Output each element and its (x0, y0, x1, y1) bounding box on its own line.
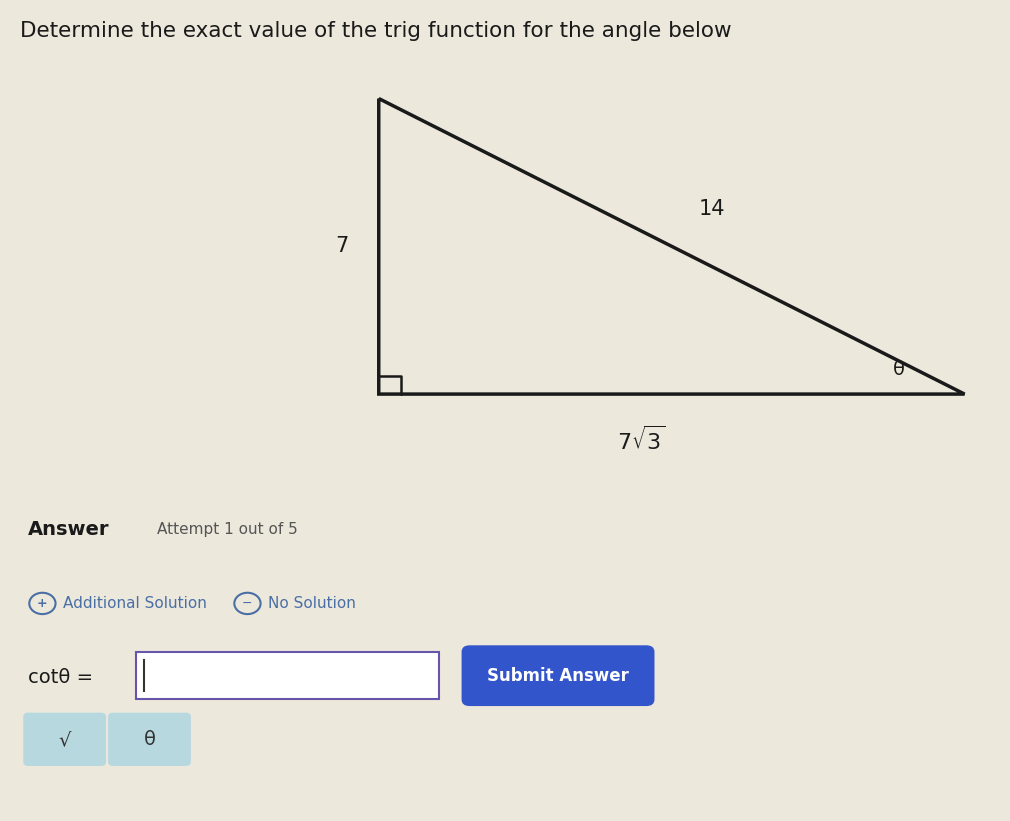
Text: Additional Solution: Additional Solution (63, 596, 206, 611)
Text: Attempt 1 out of 5: Attempt 1 out of 5 (157, 522, 297, 537)
Text: Answer: Answer (28, 520, 110, 539)
Text: √: √ (59, 730, 71, 749)
Text: 7: 7 (335, 236, 348, 256)
Text: 14: 14 (699, 200, 725, 219)
FancyBboxPatch shape (108, 713, 191, 766)
Text: θ: θ (143, 730, 156, 749)
Text: θ: θ (893, 360, 905, 379)
FancyBboxPatch shape (462, 645, 654, 706)
Text: cotθ =: cotθ = (28, 667, 93, 687)
Text: −: − (242, 597, 252, 610)
FancyBboxPatch shape (136, 652, 439, 699)
Text: Determine the exact value of the trig function for the angle below: Determine the exact value of the trig fu… (20, 21, 732, 40)
FancyBboxPatch shape (23, 713, 106, 766)
Text: No Solution: No Solution (268, 596, 356, 611)
Text: Submit Answer: Submit Answer (487, 667, 629, 685)
Text: +: + (37, 597, 47, 610)
Text: $7\sqrt{3}$: $7\sqrt{3}$ (617, 425, 666, 453)
